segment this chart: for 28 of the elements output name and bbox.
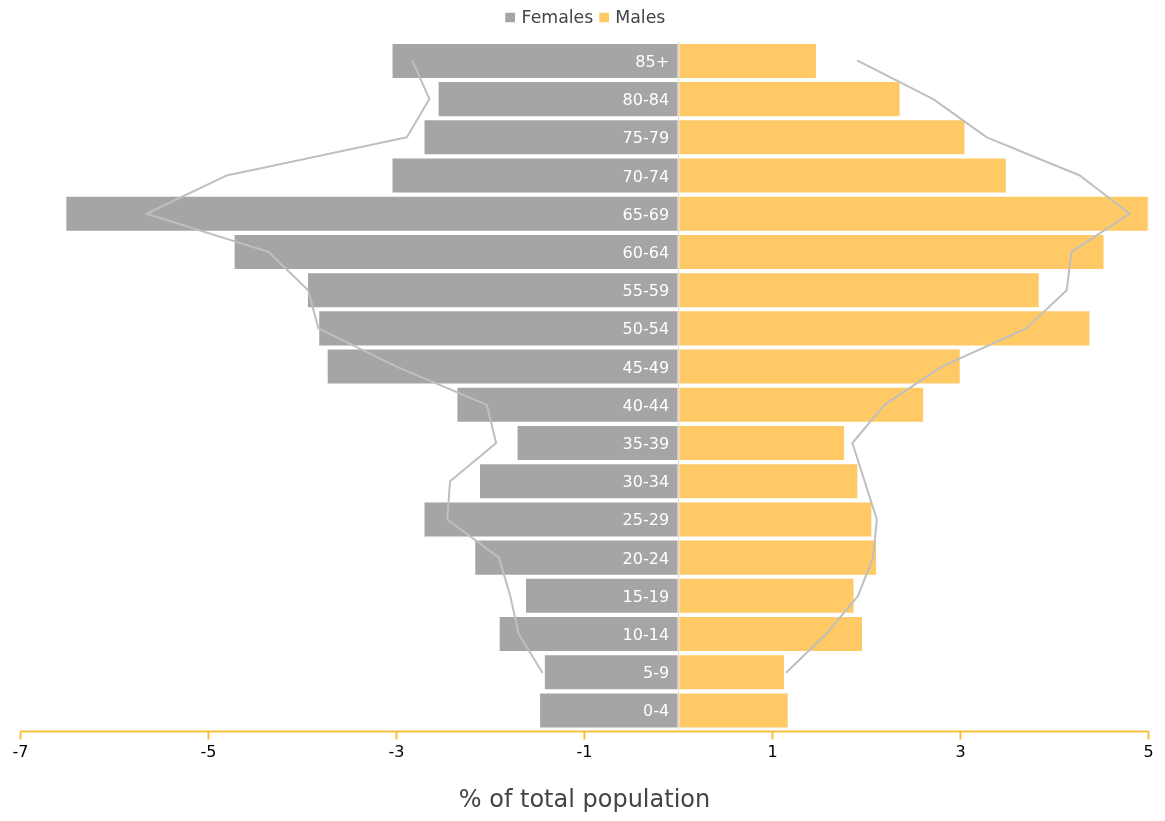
x-tick-label: -7: [12, 741, 29, 761]
y-tick-label: 5-9: [642, 663, 670, 683]
y-tick-label: 55-59: [622, 281, 670, 301]
legend-label: Males: [615, 7, 666, 27]
y-tick-label: 85+: [635, 51, 670, 71]
y-tick-label: 65-69: [622, 204, 670, 224]
y-tick-label: 80-84: [622, 90, 670, 110]
x-tick-label: 1: [767, 741, 778, 761]
y-tick-label: 30-34: [622, 472, 670, 492]
x-tick-label: 3: [955, 741, 966, 761]
y-tick-label: 35-39: [622, 434, 670, 454]
y-tick-label: 15-19: [622, 586, 670, 606]
y-tick-label: 25-29: [622, 510, 670, 530]
x-tick-label: -1: [576, 741, 593, 761]
y-tick-label: 60-64: [622, 242, 670, 262]
y-tick-label: 0-4: [642, 701, 670, 721]
legend-label: Females: [521, 7, 594, 27]
y-tick-label: 20-24: [622, 548, 670, 568]
x-axis-title: % of total population: [458, 784, 711, 813]
y-tick-label: 70-74: [622, 166, 670, 186]
y-tick-label: 75-79: [622, 128, 670, 148]
x-tick-label: 5: [1143, 741, 1154, 761]
x-tick-label: -5: [200, 741, 217, 761]
y-tick-label: 50-54: [622, 319, 670, 339]
y-tick-label: 45-49: [622, 357, 670, 377]
y-tick-label: 10-14: [622, 625, 670, 645]
y-tick-label: 40-44: [622, 395, 670, 415]
x-tick-label: -3: [388, 741, 405, 761]
